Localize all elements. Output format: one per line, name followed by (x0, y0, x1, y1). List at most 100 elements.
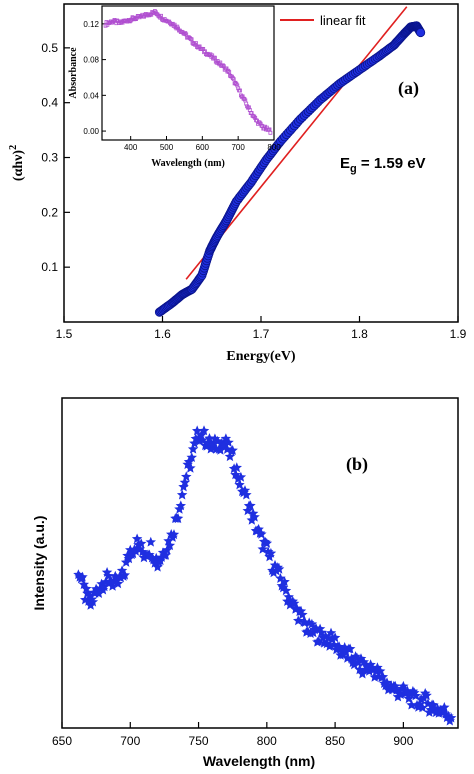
panel-a-ytick-label: 0.4 (41, 96, 58, 110)
data-point-star (293, 615, 304, 626)
inset-data-point (238, 88, 242, 93)
data-point-star (390, 680, 401, 691)
bandgap-value: = 1.59 eV (357, 155, 426, 172)
data-point-star (275, 573, 286, 583)
data-point-star (192, 425, 203, 436)
data-point-star (265, 547, 277, 558)
data-point-star (172, 513, 184, 524)
panel-b-xlabel: Wavelength (nm) (203, 753, 315, 769)
panel-a-ytick-label: 0.1 (41, 260, 58, 274)
inset-xtick-label: 700 (231, 143, 245, 152)
data-point-star (186, 452, 197, 462)
inset-data-point (220, 63, 225, 68)
data-point-star (119, 569, 130, 580)
data-point-star (204, 433, 215, 443)
data-point-star (235, 471, 247, 482)
data-point-star (313, 636, 324, 646)
data-point-star (406, 699, 417, 710)
data-point-star (144, 549, 155, 560)
panel-a-ytick-label: 0.3 (41, 151, 58, 165)
data-point-star (325, 627, 337, 638)
data-point-star (268, 567, 279, 578)
data-point-star (87, 596, 99, 607)
data-point-star (256, 528, 267, 539)
inset-data-point (194, 41, 199, 46)
inset-ytick-label: 0.00 (83, 127, 99, 136)
panel-a-xlabel: Energy(eV) (226, 349, 296, 364)
panel-a-xtick-label: 1.8 (351, 327, 368, 341)
data-point-star (145, 536, 156, 547)
data-point-star (445, 712, 457, 723)
data-point-star (160, 549, 171, 560)
inset-ticks: 400 500 600 700 800 0.00 0.04 0.08 0.12 (83, 20, 281, 152)
data-point-star (127, 548, 139, 559)
panel-a: 1.5 1.6 1.7 1.8 1.9 0.1 0.2 0.3 0.4 0.5 Energy(eV… (8, 3, 467, 364)
inset-ylabel: Absorbance (68, 47, 79, 99)
data-point-star (175, 500, 186, 511)
inset-ytick-label: 0.08 (83, 56, 99, 65)
inset-xtick-label: 800 (267, 143, 281, 152)
inset-data-point (159, 13, 164, 18)
panel-b-ticks: 650 700 750 800 850 900 (52, 722, 414, 748)
data-point-star (261, 538, 273, 548)
inset-ytick-label: 0.04 (83, 91, 99, 100)
inset-data-point (230, 76, 235, 80)
data-point-star (131, 533, 143, 544)
inset-data-point (268, 130, 273, 135)
panel-b-xtick-label: 900 (393, 734, 413, 748)
panel-a-ylabel: (αhν)2 (8, 145, 26, 181)
inset-data-point (231, 77, 236, 82)
inset-data-point (189, 37, 194, 42)
panel-a-ytick-label: 0.2 (41, 205, 58, 219)
data-point-star (329, 632, 341, 643)
panel-b-xtick-label: 750 (189, 734, 209, 748)
panel-b-xtick-label: 700 (120, 734, 140, 748)
data-point-star (176, 489, 188, 500)
inset-points (103, 9, 273, 135)
panel-b-points (73, 425, 457, 726)
panel-b: 650 700 750 800 850 900 (b) Wavelength (nm) I… (31, 397, 459, 769)
data-point-star (215, 444, 226, 455)
data-point-star (99, 581, 110, 592)
data-point-star (164, 540, 176, 551)
data-point-star (112, 578, 124, 589)
data-point-star (340, 646, 352, 657)
data-point-star (168, 529, 180, 540)
data-point-star (223, 437, 234, 447)
panel-b-xtick-label: 800 (257, 734, 277, 748)
data-point-star (263, 546, 274, 557)
data-point-star (187, 443, 199, 454)
data-point-star (228, 463, 240, 474)
data-point-star (302, 626, 313, 636)
bandgap-sub: g (350, 163, 357, 175)
data-point-star (73, 569, 84, 580)
panel-a-ticks: 1.5 1.6 1.7 1.8 1.9 0.1 0.2 0.3 0.4 0.5 (41, 41, 466, 341)
panel-a-xtick-label: 1.7 (253, 327, 270, 341)
data-point-star (232, 473, 244, 484)
panel-b-label: (b) (346, 454, 368, 475)
data-point-star (179, 477, 191, 487)
data-point (415, 27, 426, 38)
panel-b-ylabel: Intensity (a.u.) (31, 516, 47, 611)
panel-a-ylabel-main: (αhν) (11, 150, 26, 182)
panel-a-ylabel-sup: 2 (8, 145, 19, 150)
data-point-star (415, 693, 427, 704)
bandgap-e: E (340, 155, 350, 172)
data-point-star (249, 511, 260, 522)
data-point-star (306, 618, 318, 629)
data-point-star (93, 588, 105, 598)
panel-b-xtick-label: 650 (52, 734, 72, 748)
legend-fit-label: linear fit (320, 13, 366, 28)
data-point-star (84, 590, 95, 601)
data-point-star (421, 690, 432, 701)
data-point-star (327, 633, 338, 644)
panel-a-xtick-label: 1.9 (450, 327, 467, 341)
panel-a-label: (a) (398, 78, 419, 99)
data-point-star (77, 571, 88, 582)
inset-xtick-label: 600 (196, 143, 210, 152)
data-point-star (156, 552, 167, 562)
data-point-star (81, 583, 92, 594)
data-point-star (417, 702, 428, 713)
data-point-star (152, 561, 163, 572)
